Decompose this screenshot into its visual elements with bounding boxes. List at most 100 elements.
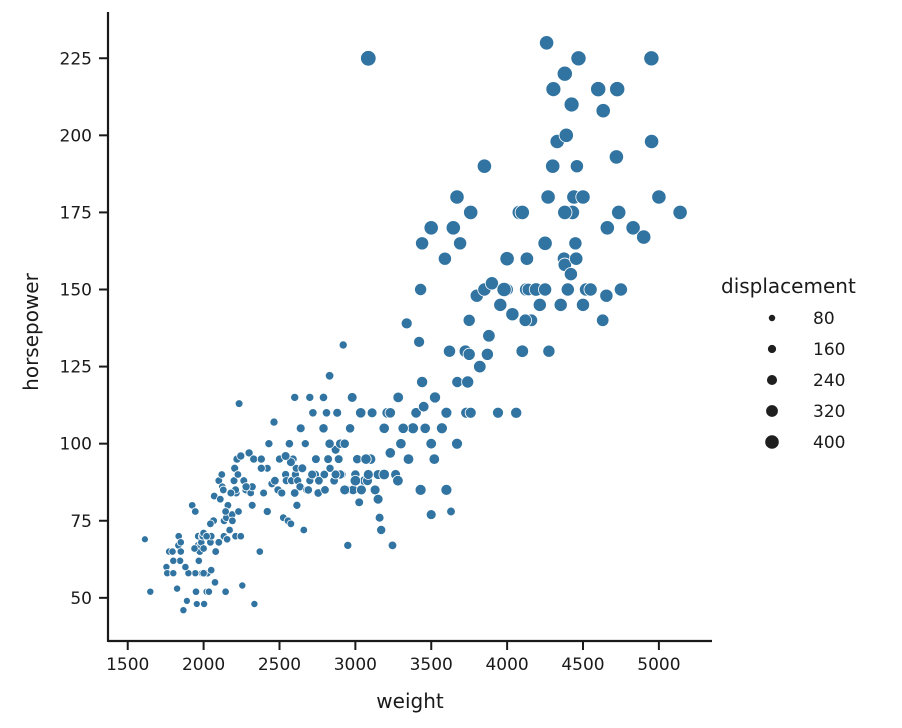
data-point: [395, 438, 407, 450]
data-point: [349, 474, 362, 487]
y-ticks: 50 75 100 125 150 175 200 225: [60, 49, 108, 609]
data-point: [216, 494, 225, 504]
data-point: [318, 423, 329, 434]
data-point: [199, 569, 208, 578]
data-point: [545, 81, 562, 98]
data-point: [537, 235, 553, 251]
data-point: [378, 468, 390, 481]
data-point: [493, 297, 508, 312]
data-point: [563, 267, 578, 282]
data-point: [378, 422, 390, 434]
data-point: [445, 220, 461, 236]
data-point: [179, 606, 188, 615]
x-tick-label: 4500: [561, 655, 604, 675]
data-point: [191, 587, 201, 596]
legend-marker: [766, 374, 778, 386]
data-point: [366, 407, 378, 419]
data-point: [211, 547, 220, 556]
data-point: [414, 483, 427, 496]
data-point: [355, 407, 367, 419]
data-point: [435, 422, 448, 435]
data-point: [413, 335, 426, 348]
data-point: [569, 251, 584, 266]
data-point: [321, 408, 332, 418]
data-point: [558, 127, 574, 143]
data-point: [290, 488, 300, 498]
data-point: [518, 313, 532, 327]
data-point: [221, 587, 230, 596]
data-point: [557, 204, 573, 220]
y-tick-label: 225: [60, 49, 92, 69]
data-point: [397, 422, 409, 434]
data-point: [194, 556, 203, 565]
data-point: [318, 392, 329, 403]
data-point: [613, 282, 628, 297]
data-point: [181, 562, 190, 572]
data-point: [476, 158, 492, 174]
data-point: [256, 463, 266, 473]
data-point: [225, 525, 234, 535]
data-point: [221, 507, 230, 516]
y-axis-title: horsepower: [19, 272, 43, 390]
data-point: [308, 408, 318, 418]
data-point: [176, 547, 185, 556]
data-point: [206, 519, 215, 529]
data-point: [244, 448, 254, 458]
data-point: [362, 469, 374, 480]
y-tick-label: 50: [70, 589, 92, 609]
data-point: [599, 288, 614, 303]
data-point: [146, 587, 155, 596]
x-tick-label: 1500: [106, 655, 149, 675]
data-point: [319, 469, 330, 480]
x-tick-label: 3000: [334, 655, 377, 675]
data-point: [307, 469, 317, 480]
data-point: [563, 96, 580, 113]
data-point: [325, 463, 335, 473]
data-point: [219, 485, 228, 495]
data-point: [264, 439, 274, 449]
data-point: [451, 437, 463, 450]
data-point: [259, 488, 268, 498]
data-point: [611, 204, 627, 220]
data-point: [416, 375, 429, 389]
data-point: [453, 236, 468, 251]
data-point: [262, 507, 272, 516]
data-point: [270, 476, 280, 486]
data-point: [238, 581, 247, 590]
data-point: [323, 454, 333, 464]
data-point: [226, 488, 236, 498]
data-point: [442, 344, 457, 358]
legend: displacement 80 160 240 320 400: [721, 274, 856, 453]
legend-entries: 80 160 240 320 400: [764, 309, 845, 453]
data-point: [202, 532, 211, 541]
data-point: [320, 485, 330, 495]
data-point: [462, 347, 476, 361]
data-point: [499, 251, 515, 267]
data-point: [392, 474, 404, 487]
data-point: [191, 507, 200, 516]
data-point: [303, 485, 313, 495]
data-point: [609, 81, 626, 98]
y-tick-label: 125: [60, 358, 92, 378]
data-point: [191, 569, 200, 578]
data-point: [410, 407, 422, 419]
data-point: [343, 540, 353, 550]
x-tick-label: 5000: [637, 655, 680, 675]
data-point: [643, 50, 660, 67]
data-point: [575, 297, 591, 312]
data-point: [672, 204, 688, 220]
data-point: [345, 423, 356, 434]
data-point: [280, 451, 291, 461]
data-point: [384, 447, 396, 459]
data-point: [542, 344, 556, 358]
axes-layer: [106, 12, 712, 643]
data-point: [532, 297, 547, 312]
data-point: [354, 497, 364, 508]
legend-marker: [764, 434, 780, 450]
data-point: [214, 538, 224, 547]
data-point: [540, 189, 556, 205]
data-point: [324, 438, 335, 449]
data-point: [168, 547, 177, 556]
data-point: [300, 439, 310, 449]
data-point: [360, 50, 377, 67]
